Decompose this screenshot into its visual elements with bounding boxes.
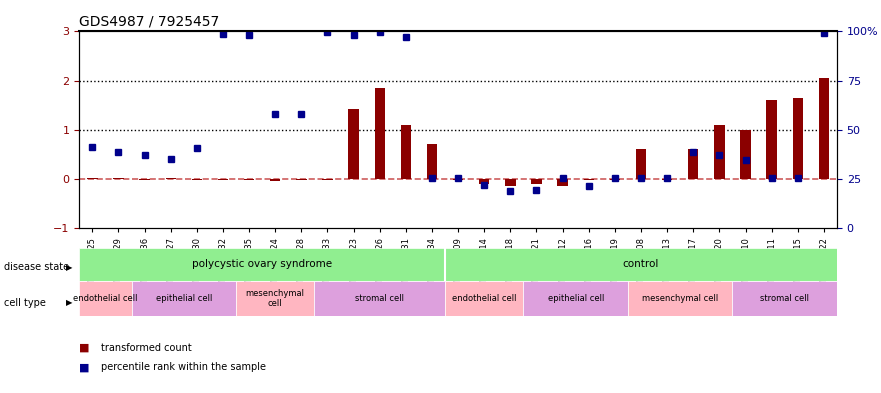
Bar — [688, 149, 699, 179]
Text: control: control — [623, 259, 659, 269]
Text: epithelial cell: epithelial cell — [156, 294, 212, 303]
Text: ■: ■ — [79, 362, 90, 373]
Bar — [401, 125, 411, 179]
Text: endothelial cell: endothelial cell — [452, 294, 516, 303]
Bar — [740, 130, 751, 179]
Bar — [374, 88, 385, 179]
Text: ▶: ▶ — [66, 298, 72, 307]
Bar — [114, 178, 123, 179]
Text: ▶: ▶ — [66, 263, 72, 272]
Text: transformed count: transformed count — [101, 343, 192, 353]
Text: GDS4987 / 7925457: GDS4987 / 7925457 — [79, 15, 219, 29]
Text: endothelial cell: endothelial cell — [73, 294, 137, 303]
Text: ■: ■ — [79, 343, 90, 353]
Bar — [218, 179, 228, 180]
Bar — [315, 281, 445, 316]
Text: mesenchymal cell: mesenchymal cell — [642, 294, 718, 303]
Bar — [766, 100, 777, 179]
Bar — [445, 248, 837, 281]
Bar — [583, 179, 594, 180]
Bar — [296, 179, 307, 180]
Text: stromal cell: stromal cell — [355, 294, 404, 303]
Bar — [244, 179, 255, 180]
Text: epithelial cell: epithelial cell — [547, 294, 603, 303]
Bar — [793, 98, 803, 179]
Bar — [426, 144, 437, 179]
Text: percentile rank within the sample: percentile rank within the sample — [101, 362, 266, 373]
Bar — [192, 179, 202, 180]
Bar — [236, 281, 315, 316]
Bar — [270, 179, 280, 181]
Bar — [662, 179, 672, 180]
Bar — [348, 109, 359, 179]
Bar — [453, 179, 463, 180]
Text: polycystic ovary syndrome: polycystic ovary syndrome — [192, 259, 332, 269]
Bar — [505, 179, 515, 186]
Bar — [479, 179, 490, 184]
Text: cell type: cell type — [4, 298, 47, 308]
Bar — [558, 179, 568, 186]
Bar — [714, 125, 724, 179]
Text: disease state: disease state — [4, 262, 70, 272]
Bar — [79, 248, 445, 281]
Bar — [445, 281, 523, 316]
Bar — [610, 179, 620, 180]
Bar — [87, 178, 98, 179]
Bar — [139, 179, 150, 180]
Bar — [636, 149, 647, 179]
Bar — [322, 179, 333, 180]
Bar — [523, 281, 628, 316]
Bar — [628, 281, 732, 316]
Bar — [166, 178, 176, 179]
Text: stromal cell: stromal cell — [760, 294, 809, 303]
Bar — [79, 281, 131, 316]
Bar — [531, 179, 542, 184]
Bar — [131, 281, 236, 316]
Text: mesenchymal
cell: mesenchymal cell — [246, 289, 305, 309]
Bar — [818, 78, 829, 179]
Bar — [732, 281, 837, 316]
